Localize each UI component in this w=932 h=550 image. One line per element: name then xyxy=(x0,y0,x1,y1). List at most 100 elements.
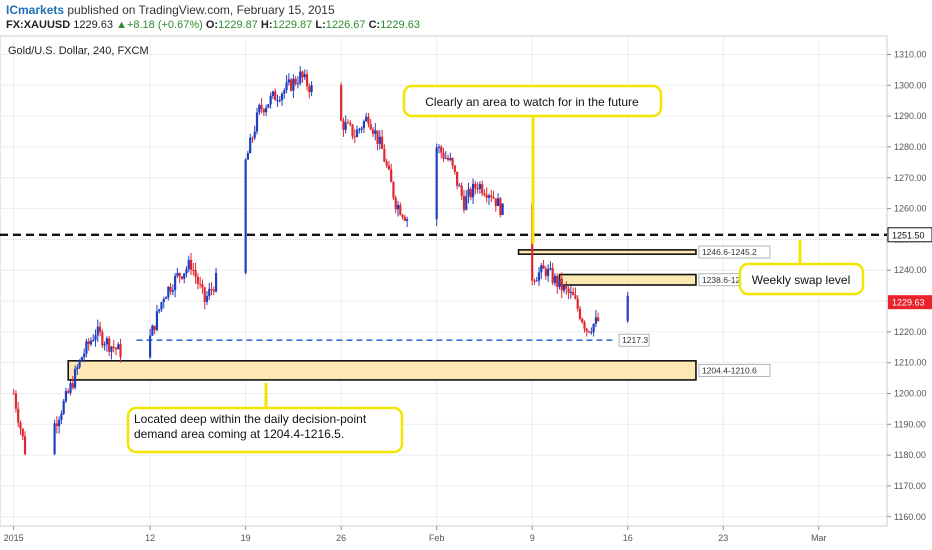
price-tags: 1251.50 1229.63 xyxy=(887,227,932,310)
callout-text: Located deep within the daily decision-p… xyxy=(134,412,367,441)
time-axis[interactable]: 2015 12 19 26 Feb 9 16 23 Mar xyxy=(4,526,827,543)
low-value: 1226.67 xyxy=(325,19,366,31)
price-tag-text: 1251.50 xyxy=(892,230,925,240)
candle xyxy=(151,324,154,336)
candle xyxy=(101,329,104,349)
candle xyxy=(499,196,502,218)
y-tick-label: 1200.00 xyxy=(894,388,927,398)
candle-body xyxy=(558,278,561,287)
candle-body xyxy=(210,288,213,290)
candle-body xyxy=(180,276,184,279)
candle-body xyxy=(301,71,304,78)
candle xyxy=(280,92,284,106)
zone-layer: 1246.6-1245.2 1238.6-1235.2 1204.4-1210.6 xyxy=(67,245,771,381)
publisher-name[interactable]: ICmarkets xyxy=(6,3,65,17)
candle-body xyxy=(492,197,495,199)
y-tick-label: 1170.00 xyxy=(894,481,926,491)
candle xyxy=(73,365,77,390)
candle-body xyxy=(540,265,543,273)
candle-body xyxy=(119,344,122,358)
candle-body xyxy=(594,317,597,324)
candle-body xyxy=(494,198,497,207)
candle-body xyxy=(117,344,120,350)
candle-body xyxy=(85,341,88,354)
candle-body xyxy=(585,328,588,332)
candle-body xyxy=(114,347,118,350)
candle xyxy=(583,320,586,333)
candle-body xyxy=(308,86,311,93)
candle xyxy=(385,158,388,168)
candle xyxy=(253,125,256,141)
quote-line: FX:XAUUSD 1229.63 ▲+8.18 (+0.67%) O:1229… xyxy=(6,19,420,31)
candle xyxy=(94,329,97,347)
candle-body xyxy=(535,280,538,282)
candle-body xyxy=(12,393,15,395)
candle xyxy=(569,285,572,299)
candle xyxy=(565,281,568,295)
candle xyxy=(556,273,559,295)
candle-body xyxy=(562,285,566,291)
candle-body xyxy=(481,184,484,194)
x-tick-label: Feb xyxy=(429,533,445,543)
candle xyxy=(446,154,450,162)
y-tick-label: 1190.00 xyxy=(894,419,926,429)
candle-body xyxy=(290,79,293,91)
open-value: 1229.87 xyxy=(218,19,258,31)
candle xyxy=(12,389,15,395)
candle xyxy=(108,335,111,357)
price-axis[interactable]: 1310.00 1300.00 1290.00 1280.00 1270.00 1260.… xyxy=(887,49,927,522)
candle xyxy=(533,278,536,285)
candle-body xyxy=(403,217,406,221)
candle xyxy=(374,123,377,141)
candle xyxy=(205,291,209,305)
candle xyxy=(301,70,304,83)
zone-label: 1246.6-1245.2 xyxy=(698,245,771,259)
candle-body xyxy=(446,157,450,160)
candle-body xyxy=(542,265,545,269)
candle xyxy=(162,296,165,309)
candle-body xyxy=(587,331,591,333)
candle-body xyxy=(110,346,113,352)
candle xyxy=(92,334,95,342)
candle-body xyxy=(565,285,568,289)
candle-body xyxy=(21,428,24,437)
candle xyxy=(547,264,550,282)
symbol-label[interactable]: FX:XAUUSD xyxy=(6,19,71,31)
candle xyxy=(244,158,247,275)
candle-body xyxy=(158,309,161,312)
candle-body xyxy=(278,100,281,102)
candle xyxy=(387,160,391,171)
candle xyxy=(105,336,108,352)
candle-body xyxy=(94,335,97,341)
candle-body xyxy=(151,325,154,336)
candle xyxy=(62,398,65,415)
candle-body xyxy=(349,122,352,125)
candle xyxy=(64,387,68,403)
candle xyxy=(180,275,184,281)
candle xyxy=(465,190,468,211)
candle xyxy=(353,128,356,144)
candle xyxy=(246,150,250,160)
candle xyxy=(265,104,268,117)
candle xyxy=(214,267,218,293)
candle xyxy=(362,119,365,133)
candle-body xyxy=(17,408,20,423)
callout-weekly-swap: Weekly swap level xyxy=(738,240,865,296)
x-tick-label: 12 xyxy=(145,533,155,543)
candle xyxy=(537,266,541,286)
candle-body xyxy=(483,193,486,195)
candle xyxy=(349,120,352,127)
candle-body xyxy=(269,95,272,105)
high-label: H: xyxy=(260,19,273,31)
candle-body xyxy=(442,152,445,159)
candle xyxy=(267,104,270,109)
candle xyxy=(292,74,295,99)
candle-body xyxy=(76,367,79,370)
candle-body xyxy=(292,78,295,91)
callout-watch-area: Clearly an area to watch for in the futu… xyxy=(402,84,663,244)
candle xyxy=(626,291,629,323)
candle xyxy=(14,390,18,413)
candle xyxy=(553,273,557,286)
candle-body xyxy=(456,171,459,186)
